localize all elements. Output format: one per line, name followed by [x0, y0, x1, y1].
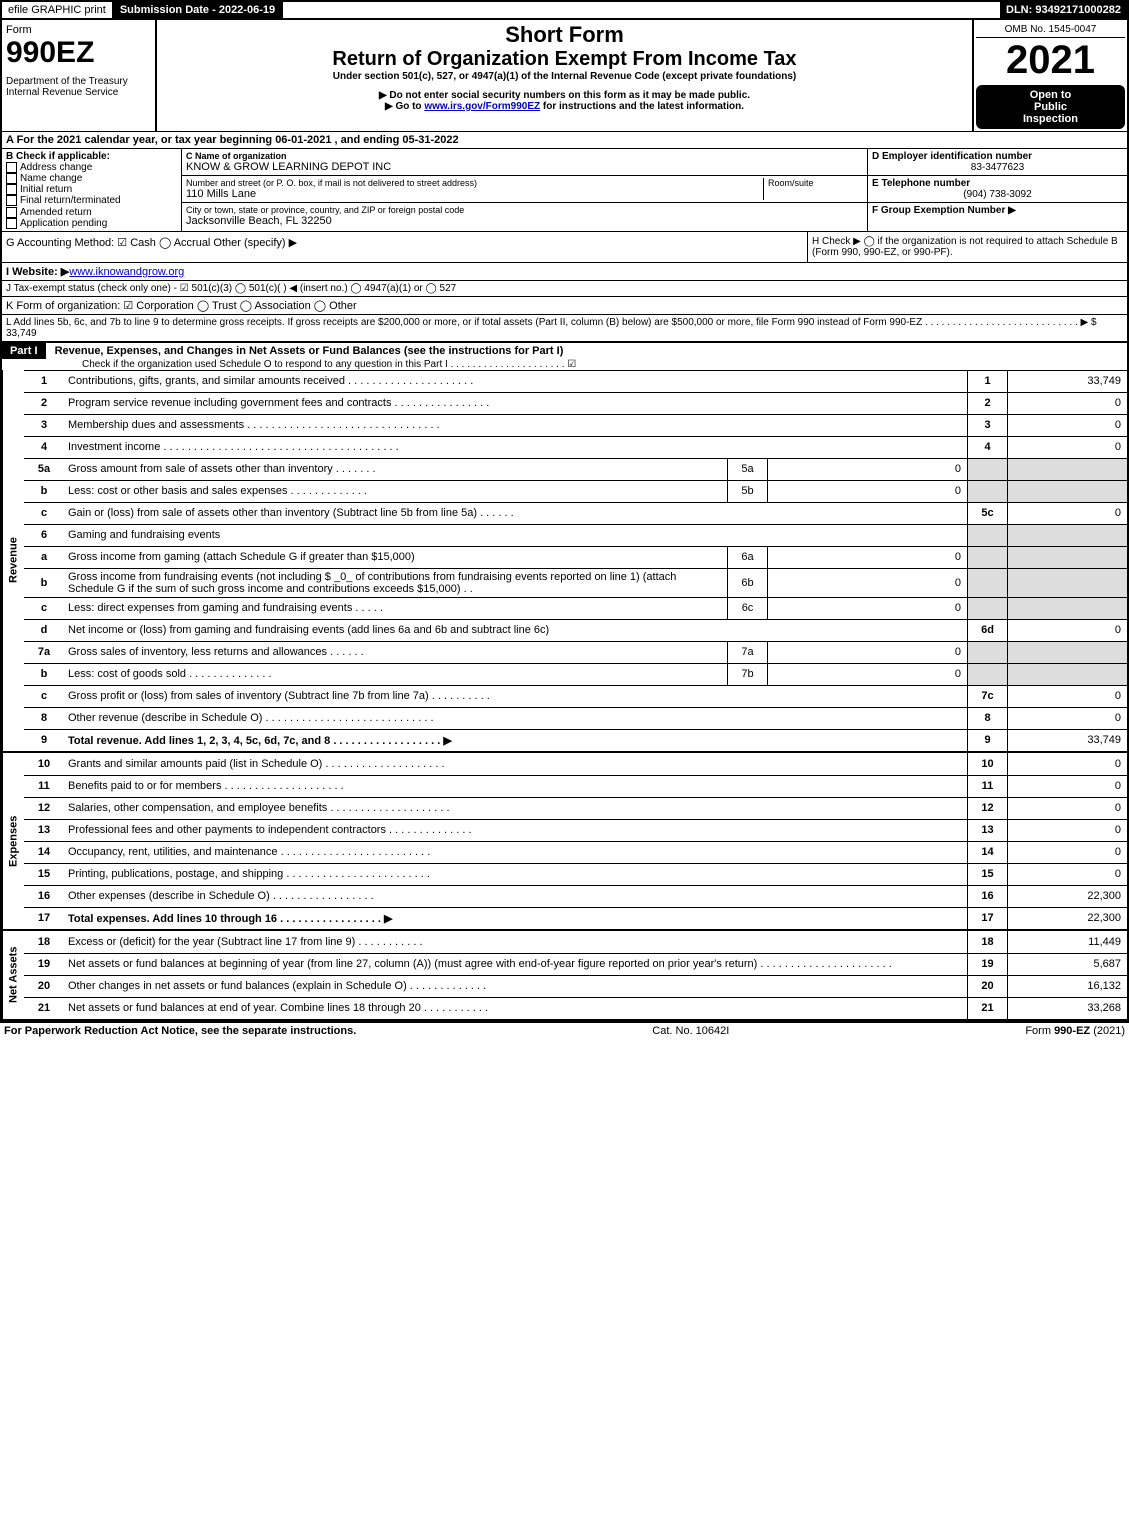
part1-check: Check if the organization used Schedule …: [2, 359, 1127, 370]
department: Department of the Treasury Internal Reve…: [6, 76, 151, 98]
line-6b: bGross income from fundraising events (n…: [24, 568, 1127, 597]
line-6c: cLess: direct expenses from gaming and f…: [24, 597, 1127, 619]
line-3: 3Membership dues and assessments . . . .…: [24, 414, 1127, 436]
city-label: City or town, state or province, country…: [186, 205, 863, 215]
box-d-label: D Employer identification number: [872, 151, 1123, 162]
subtitle: Under section 501(c), 527, or 4947(a)(1)…: [161, 71, 968, 82]
short-form-title: Short Form: [161, 22, 968, 48]
efile-label[interactable]: efile GRAPHIC print: [2, 2, 114, 18]
submission-date: Submission Date - 2022-06-19: [114, 2, 283, 18]
line-l: L Add lines 5b, 6c, and 7b to line 9 to …: [2, 314, 1127, 341]
expenses-label: Expenses: [2, 753, 24, 929]
check-amended-return[interactable]: Amended return: [6, 207, 177, 218]
room-label: Room/suite: [763, 178, 863, 200]
footer-right: Form 990-EZ (2021): [1025, 1025, 1125, 1037]
line-19: 19Net assets or fund balances at beginni…: [24, 953, 1127, 975]
street: 110 Mills Lane: [186, 188, 763, 200]
line-7a: 7aGross sales of inventory, less returns…: [24, 641, 1127, 663]
line-11: 11Benefits paid to or for members . . . …: [24, 775, 1127, 797]
return-title: Return of Organization Exempt From Incom…: [161, 48, 968, 71]
line-5a: 5aGross amount from sale of assets other…: [24, 458, 1127, 480]
line-h: H Check ▶ ◯ if the organization is not r…: [807, 232, 1127, 262]
ein: 83-3477623: [872, 162, 1123, 173]
check-address-change[interactable]: Address change: [6, 162, 177, 173]
line-j: J Tax-exempt status (check only one) - ☑…: [2, 280, 1127, 296]
line-16: 16Other expenses (describe in Schedule O…: [24, 885, 1127, 907]
footer-mid: Cat. No. 10642I: [356, 1025, 1025, 1037]
check-application-pending[interactable]: Application pending: [6, 218, 177, 229]
line-4: 4Investment income . . . . . . . . . . .…: [24, 436, 1127, 458]
check-initial-return[interactable]: Initial return: [6, 184, 177, 195]
phone: (904) 738-3092: [872, 189, 1123, 200]
box-e-label: E Telephone number: [872, 178, 1123, 189]
street-label: Number and street (or P. O. box, if mail…: [186, 178, 763, 188]
box-b-label: B Check if applicable:: [6, 151, 177, 162]
website-link[interactable]: www.iknowandgrow.org: [69, 266, 184, 278]
box-c-label: C Name of organization: [186, 151, 863, 161]
form-header: Form 990EZ Department of the Treasury In…: [2, 20, 1127, 131]
line-21: 21Net assets or fund balances at end of …: [24, 997, 1127, 1019]
open-to-public: Open to Public Inspection: [976, 85, 1125, 129]
revenue-label: Revenue: [2, 370, 24, 751]
line-20: 20Other changes in net assets or fund ba…: [24, 975, 1127, 997]
irs-link[interactable]: www.irs.gov/Form990EZ: [424, 101, 540, 112]
line-1: 1Contributions, gifts, grants, and simil…: [24, 370, 1127, 392]
tax-year: 2021: [976, 38, 1125, 83]
org-name: KNOW & GROW LEARNING DEPOT INC: [186, 161, 863, 173]
omb: OMB No. 1545-0047: [976, 22, 1125, 38]
part1-title: Revenue, Expenses, and Changes in Net As…: [49, 345, 564, 357]
part1-label: Part I: [2, 343, 46, 359]
line-8: 8Other revenue (describe in Schedule O) …: [24, 707, 1127, 729]
line-2: 2Program service revenue including gover…: [24, 392, 1127, 414]
line-13: 13Professional fees and other payments t…: [24, 819, 1127, 841]
form-number: 990EZ: [6, 36, 151, 70]
header-info-grid: B Check if applicable: Address change Na…: [2, 148, 1127, 231]
line-i: I Website: ▶www.iknowandgrow.org: [2, 262, 1127, 280]
line-5c: cGain or (loss) from sale of assets othe…: [24, 502, 1127, 524]
line-k: K Form of organization: ☑ Corporation ◯ …: [2, 296, 1127, 314]
netassets-label: Net Assets: [2, 931, 24, 1019]
form-word: Form: [6, 24, 151, 36]
city: Jacksonville Beach, FL 32250: [186, 215, 863, 227]
goto-note: ▶ Go to www.irs.gov/Form990EZ for instru…: [161, 101, 968, 112]
line-18: 18Excess or (deficit) for the year (Subt…: [24, 931, 1127, 953]
top-bar: efile GRAPHIC print Submission Date - 20…: [0, 0, 1129, 20]
line-12: 12Salaries, other compensation, and empl…: [24, 797, 1127, 819]
footer-left: For Paperwork Reduction Act Notice, see …: [4, 1025, 356, 1037]
dln: DLN: 93492171000282: [1000, 2, 1127, 18]
line-7c: cGross profit or (loss) from sales of in…: [24, 685, 1127, 707]
line-g: G Accounting Method: ☑ Cash ◯ Accrual Ot…: [2, 232, 807, 262]
line-17: 17Total expenses. Add lines 10 through 1…: [24, 907, 1127, 929]
ssn-note: ▶ Do not enter social security numbers o…: [161, 90, 968, 101]
box-f-label: F Group Exemption Number ▶: [872, 205, 1123, 216]
check-final-return[interactable]: Final return/terminated: [6, 195, 177, 206]
line-10: 10Grants and similar amounts paid (list …: [24, 753, 1127, 775]
page-footer: For Paperwork Reduction Act Notice, see …: [0, 1021, 1129, 1039]
line-9: 9Total revenue. Add lines 1, 2, 3, 4, 5c…: [24, 729, 1127, 751]
check-name-change[interactable]: Name change: [6, 173, 177, 184]
line-7b: bLess: cost of goods sold . . . . . . . …: [24, 663, 1127, 685]
line-6d: dNet income or (loss) from gaming and fu…: [24, 619, 1127, 641]
line-6a: aGross income from gaming (attach Schedu…: [24, 546, 1127, 568]
line-15: 15Printing, publications, postage, and s…: [24, 863, 1127, 885]
line-14: 14Occupancy, rent, utilities, and mainte…: [24, 841, 1127, 863]
line-a: A For the 2021 calendar year, or tax yea…: [2, 131, 1127, 148]
line-5b: bLess: cost or other basis and sales exp…: [24, 480, 1127, 502]
line-6: 6Gaming and fundraising events: [24, 524, 1127, 546]
